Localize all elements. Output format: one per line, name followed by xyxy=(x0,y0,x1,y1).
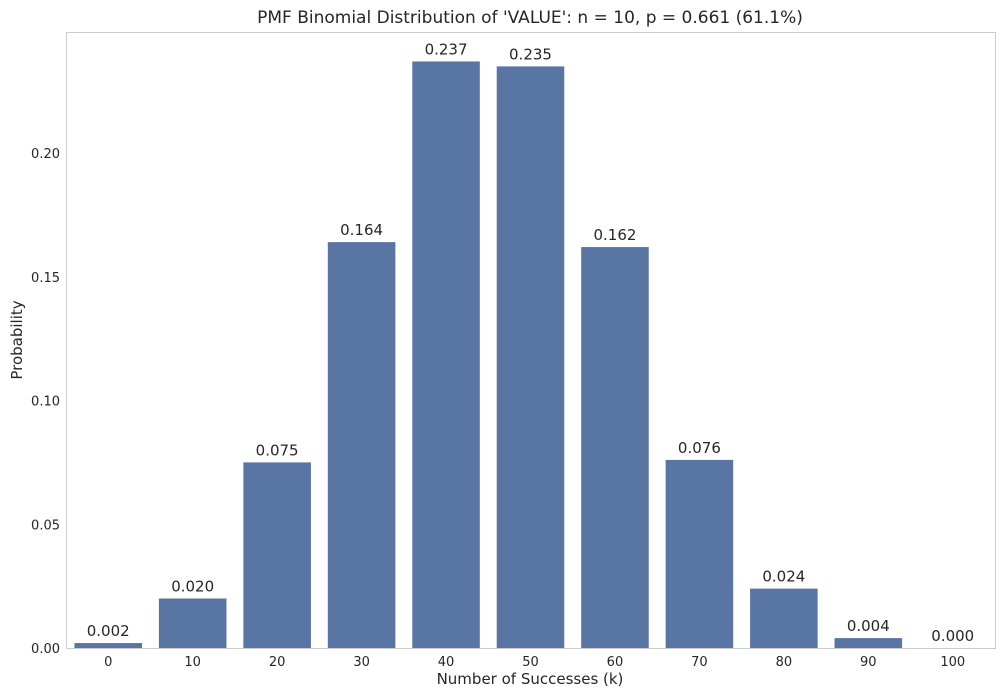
x-tick-label-100: 100 xyxy=(940,655,965,670)
x-axis-label: Number of Successes (k) xyxy=(437,670,624,688)
x-tick-label-70: 70 xyxy=(691,655,708,670)
y-tick-label-0.00: 0.00 xyxy=(31,642,60,657)
data-label-30: 0.164 xyxy=(340,221,383,239)
data-label-40: 0.237 xyxy=(425,40,468,58)
data-label-70: 0.076 xyxy=(678,439,721,457)
data-label-0: 0.002 xyxy=(87,622,130,640)
bar-labels-group: 0.002 0.020 0.075 0.164 0.237 0.235 0.162 0.076… xyxy=(87,40,974,645)
bar-20 xyxy=(243,462,311,648)
x-tick-label-10: 10 xyxy=(184,655,201,670)
bar-70 xyxy=(665,459,734,648)
y-tick-label-0.15: 0.15 xyxy=(31,271,60,286)
bar-40 xyxy=(412,61,480,648)
data-label-50: 0.235 xyxy=(509,45,552,63)
x-tick-label-20: 20 xyxy=(269,655,286,670)
bar-90 xyxy=(834,638,903,648)
x-tick-label-30: 30 xyxy=(353,655,370,670)
x-tick-label-60: 60 xyxy=(607,655,624,670)
x-tick-label-90: 90 xyxy=(860,655,877,670)
data-label-10: 0.020 xyxy=(171,578,214,596)
bar-30 xyxy=(327,242,396,648)
plot-frame xyxy=(66,32,996,649)
bars-group xyxy=(74,61,903,648)
data-label-90: 0.004 xyxy=(847,617,890,635)
x-tick-label-80: 80 xyxy=(776,655,793,670)
y-tick-labels-group: 0.00 0.05 0.10 0.15 0.20 xyxy=(31,147,60,657)
data-label-80: 0.024 xyxy=(762,568,805,586)
x-tick-labels-group: 0 10 20 30 40 50 60 70 80 90 100 xyxy=(104,655,965,670)
bar-80 xyxy=(750,588,818,648)
bar-0 xyxy=(74,643,143,648)
data-label-20: 0.075 xyxy=(256,441,299,459)
x-tick-label-50: 50 xyxy=(522,655,539,670)
bar-60 xyxy=(581,247,649,648)
chart-title: PMF Binomial Distribution of 'VALUE': n … xyxy=(257,8,803,28)
y-tick-label-0.20: 0.20 xyxy=(31,147,60,162)
data-label-60: 0.162 xyxy=(593,226,636,244)
x-tick-label-0: 0 xyxy=(104,655,112,670)
y-tick-label-0.10: 0.10 xyxy=(31,395,60,410)
data-label-100: 0.000 xyxy=(931,627,974,645)
bar-10 xyxy=(158,598,227,648)
y-axis-label: Probability xyxy=(8,300,26,379)
x-tick-label-40: 40 xyxy=(438,655,455,670)
bar-50 xyxy=(496,66,565,648)
y-tick-label-0.05: 0.05 xyxy=(31,518,60,533)
